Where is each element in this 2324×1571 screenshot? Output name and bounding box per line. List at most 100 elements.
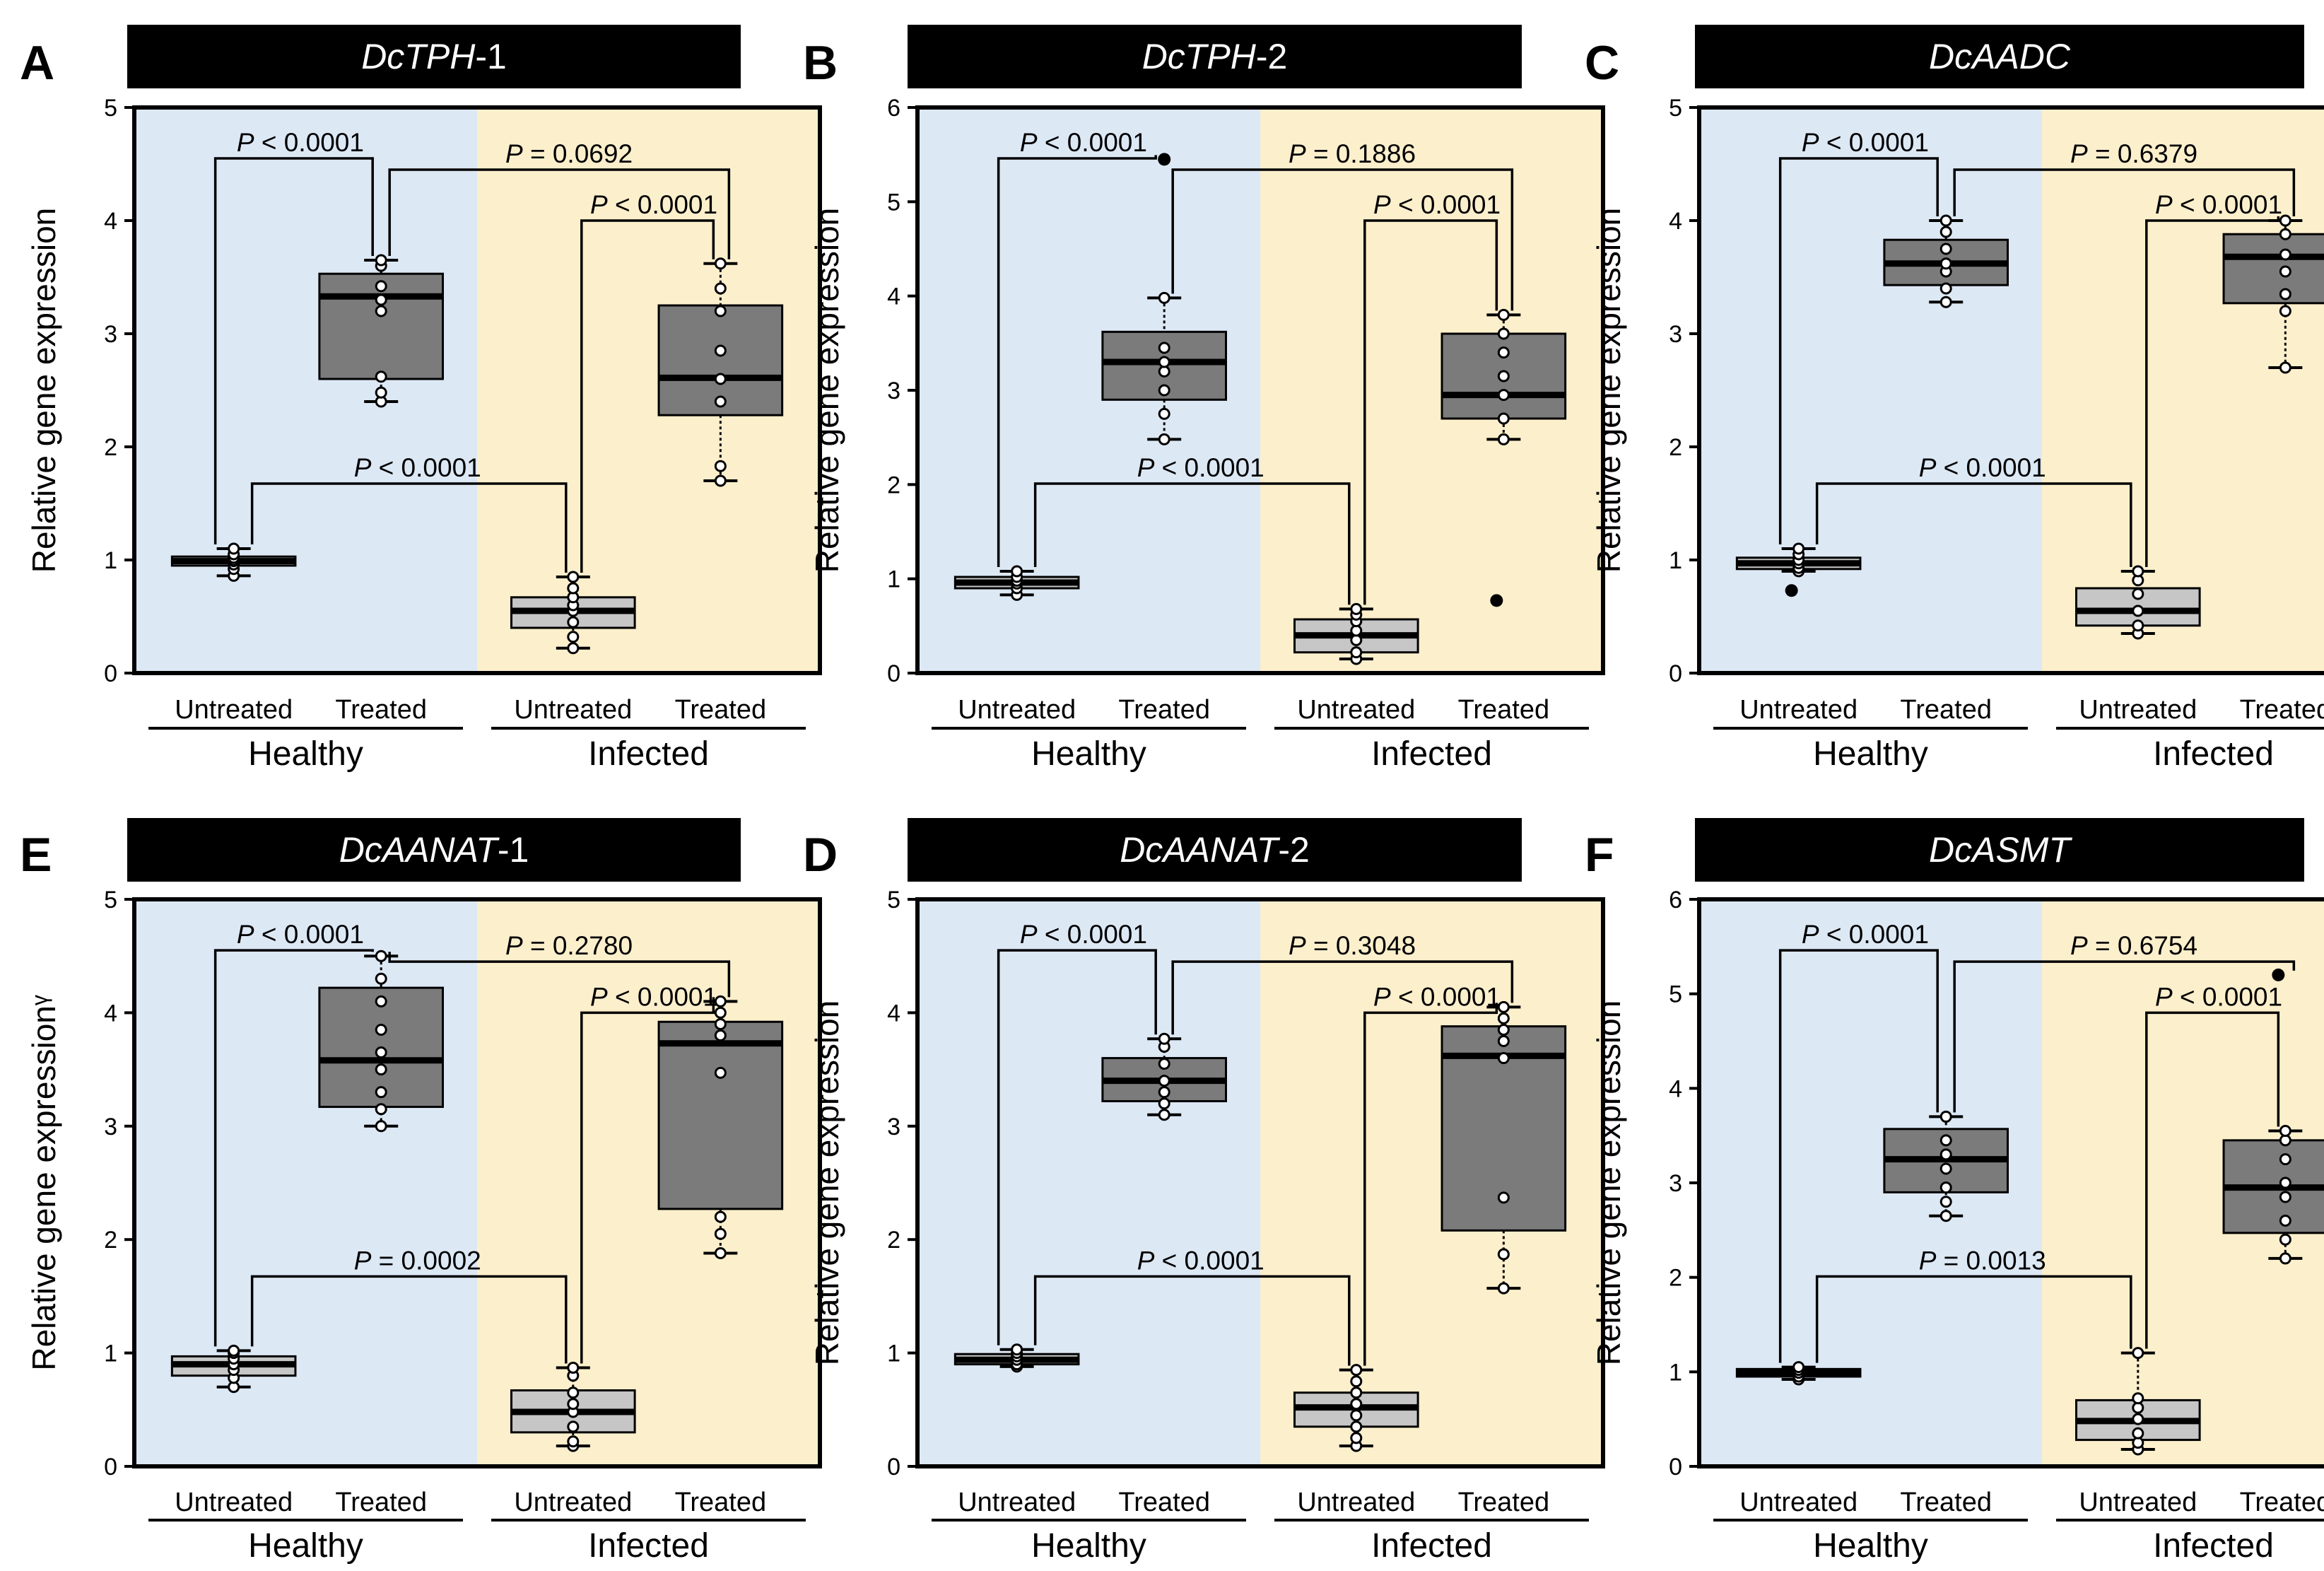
y-axis-label: Relative gene expression	[1590, 208, 1627, 573]
plot-frame	[132, 105, 822, 675]
y-tick-label: 1	[887, 1341, 900, 1367]
box-infected-untreated	[2075, 565, 2201, 640]
comparison-label: P < 0.0001	[1802, 920, 1929, 949]
y-tick-label: 4	[1669, 1075, 1682, 1102]
p-symbol: P	[590, 982, 608, 1011]
data-point	[1497, 1191, 1510, 1204]
p-value: < 0.0001	[254, 920, 364, 949]
box-healthy-untreated	[1735, 1361, 1862, 1386]
plot-frame	[915, 105, 1605, 675]
y-tick-label: 5	[1669, 95, 1682, 122]
data-point	[2132, 1347, 2144, 1360]
p-value: < 0.0001	[1391, 982, 1501, 1011]
data-point	[1158, 1032, 1170, 1045]
data-point	[375, 972, 387, 985]
data-point	[1350, 1364, 1363, 1377]
panel-b: B DcTPH-2 0 1 2 3 4 5 6 Relative gene expression P…	[803, 25, 1605, 773]
comparison-bracket	[1171, 960, 1514, 1035]
data-point	[2279, 1214, 2291, 1227]
y-tick-label: 3	[887, 378, 900, 404]
outlier-point	[1490, 594, 1503, 607]
data-point	[228, 1344, 240, 1357]
data-point	[714, 1210, 727, 1223]
panel-d: D DcAANAT-2 0 1 2 3 4 5 Relative gene expression…	[803, 818, 1605, 1565]
comparison-bracket	[1953, 960, 2296, 1113]
comparison-label: P < 0.0001	[1020, 128, 1147, 157]
gene-title: DcTPH-1	[361, 37, 507, 76]
gene-name: DcAANAT	[1120, 830, 1281, 870]
p-value: < 0.0001	[2173, 982, 2282, 1011]
gene-title: DcAANAT-1	[339, 830, 529, 870]
category-label: Untreated	[2079, 695, 2197, 725]
y-tick-label: 1	[104, 547, 117, 574]
y-tick-label: 5	[104, 887, 117, 913]
data-point	[1350, 646, 1363, 659]
data-point	[1497, 327, 1510, 340]
comparison-label: P < 0.0001	[1020, 920, 1147, 949]
data-point	[375, 950, 387, 962]
data-point	[2279, 228, 2291, 240]
data-point	[567, 571, 580, 583]
p-symbol: P	[505, 931, 523, 960]
box-healthy-untreated	[170, 1344, 297, 1394]
p-symbol: P	[1373, 982, 1391, 1011]
p-symbol: P	[354, 1246, 372, 1275]
data-point	[1350, 602, 1363, 615]
data-point	[567, 1361, 580, 1374]
data-point	[1350, 1386, 1363, 1399]
comparison-bracket	[1778, 157, 1939, 544]
data-point	[1497, 1000, 1510, 1013]
data-point	[1939, 282, 1952, 295]
comparison-label: P < 0.0001	[1137, 453, 1264, 482]
data-point	[567, 1435, 580, 1448]
p-value: < 0.0001	[608, 982, 717, 1011]
category-label: Treated	[1458, 695, 1550, 725]
y-tick-label: 6	[887, 95, 900, 122]
comparison-label: P = 0.6754	[2070, 931, 2197, 960]
y-tick-label: 0	[104, 1454, 117, 1481]
title-bar	[127, 818, 741, 882]
healthy-background	[134, 107, 477, 673]
y-axis-label: Relative gene expression	[809, 208, 845, 573]
data-point	[375, 280, 387, 293]
box-infected-treated	[657, 257, 784, 487]
data-point	[1158, 341, 1170, 354]
p-value: < 0.0001	[1038, 128, 1147, 157]
p-value: = 0.0002	[371, 1246, 481, 1275]
y-tick-label: 1	[104, 1341, 117, 1367]
p-symbol: P	[1919, 1246, 1937, 1275]
gene-title: DcASMT	[1929, 830, 2072, 870]
data-point	[375, 293, 387, 306]
box-healthy-treated	[1883, 214, 2009, 308]
data-point	[2279, 1153, 2291, 1166]
data-point	[714, 1029, 727, 1041]
p-value: < 0.0001	[1154, 1246, 1264, 1275]
data-point	[714, 460, 727, 472]
comparison-bracket	[250, 1275, 568, 1364]
category-label: Treated	[675, 695, 767, 725]
box-infected-treated	[1440, 308, 1567, 607]
comparison-bracket	[1778, 949, 1939, 1363]
p-symbol: P	[2155, 190, 2173, 219]
healthy-background	[1699, 107, 2042, 673]
y-tick-label: 4	[1669, 208, 1682, 235]
comparison-bracket	[2145, 1011, 2280, 1349]
data-point	[2279, 214, 2291, 227]
p-symbol: P	[354, 453, 372, 482]
data-point	[1158, 1086, 1170, 1099]
y-tick-label: 4	[887, 1000, 900, 1027]
y-tick-label: 1	[1669, 547, 1682, 574]
group-label: Infected	[1371, 735, 1492, 773]
data-point	[714, 282, 727, 295]
data-point	[375, 1023, 387, 1036]
data-point	[1497, 389, 1510, 402]
comparison-label: P = 0.3048	[1289, 931, 1416, 960]
comparison-label: P = 0.6379	[2070, 139, 2197, 168]
group-label: Infected	[2153, 735, 2274, 773]
comparison-label: P < 0.0001	[590, 982, 717, 1011]
p-value: = 0.1886	[1306, 139, 1416, 168]
p-symbol: P	[1802, 128, 1819, 157]
y-tick-label: 0	[1669, 660, 1682, 687]
p-symbol: P	[2070, 139, 2088, 168]
y-tick-label: 0	[104, 660, 117, 687]
